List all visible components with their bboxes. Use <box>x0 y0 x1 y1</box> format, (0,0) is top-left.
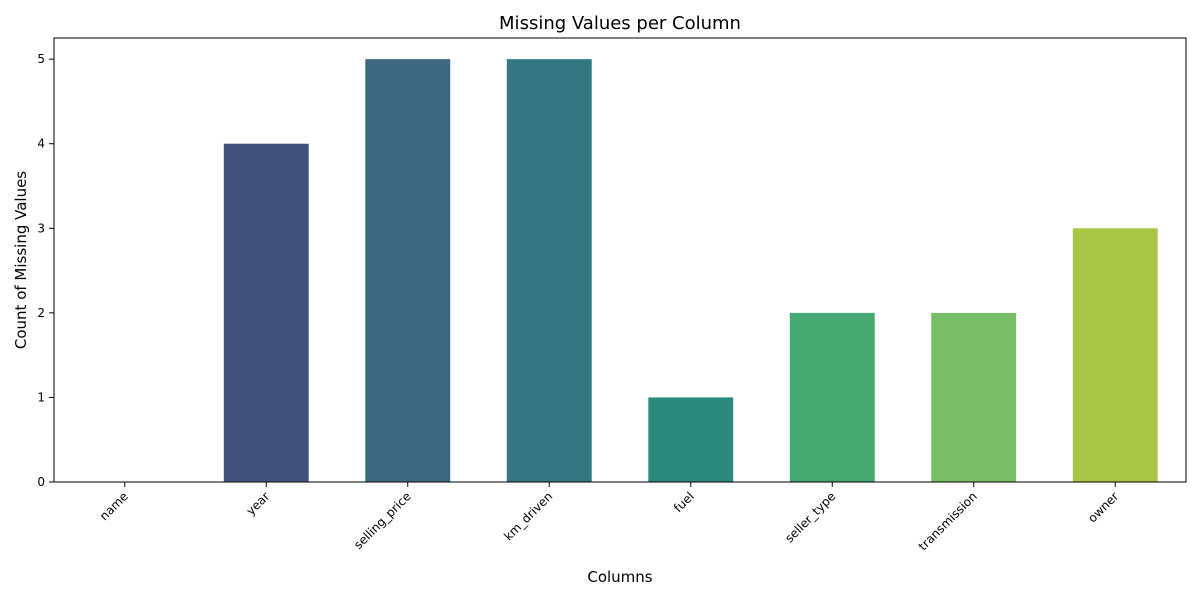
x-axis: name year selling_price km_driven fuel seller… <box>97 482 1121 553</box>
x-tick-label: transmission <box>916 489 980 553</box>
x-tick-label: owner <box>1085 489 1121 525</box>
y-tick-label: 5 <box>37 52 45 66</box>
bar-fuel <box>648 397 734 482</box>
y-tick-label: 2 <box>37 306 45 320</box>
bars-group <box>223 59 1158 483</box>
bar-selling-price <box>365 59 451 483</box>
x-tick-label: seller_type <box>782 489 838 545</box>
plot-frame <box>53 37 1187 483</box>
x-tick-label: selling_price <box>351 489 414 552</box>
chart-title: Missing Values per Column <box>499 13 741 34</box>
x-tick-label: km_driven <box>501 489 555 543</box>
bar-owner <box>1072 228 1158 482</box>
bar-transmission <box>931 312 1017 482</box>
x-tick-label: fuel <box>671 489 697 515</box>
y-tick-label: 1 <box>37 390 45 404</box>
bar-km-driven <box>506 59 592 483</box>
bar-seller-type <box>789 312 875 482</box>
y-tick-label: 4 <box>37 137 45 151</box>
bar-year <box>223 143 309 482</box>
y-tick-label: 3 <box>37 221 45 235</box>
y-axis-label: Count of Missing Values <box>12 171 30 349</box>
x-tick-label: year <box>244 489 273 518</box>
x-axis-label: Columns <box>587 568 652 586</box>
y-axis: 0 1 2 3 4 5 <box>37 52 54 489</box>
x-tick-label: name <box>97 489 131 523</box>
y-tick-label: 0 <box>37 475 45 489</box>
